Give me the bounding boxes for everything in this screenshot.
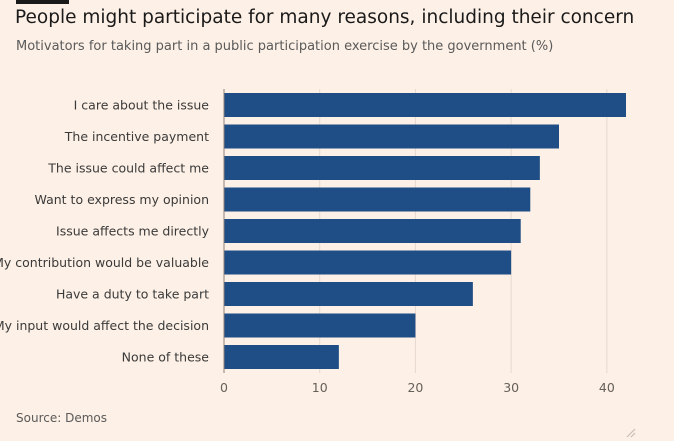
category-label: The incentive payment	[64, 129, 209, 144]
title-accent-rule	[16, 0, 69, 4]
category-label: Issue affects me directly	[56, 224, 210, 239]
chart-subtitle: Motivators for taking part in a public p…	[16, 39, 554, 54]
category-label: The issue could affect me	[47, 161, 209, 176]
x-tick-label: 0	[220, 380, 228, 395]
category-label: Have a duty to take part	[56, 287, 209, 302]
category-label: Want to express my opinion	[35, 192, 209, 207]
bar	[224, 250, 512, 275]
category-label: My contribution would be valuable	[0, 255, 209, 270]
source-note: Source: Demos	[16, 411, 107, 425]
x-tick-label: 20	[407, 380, 423, 395]
bar	[224, 187, 531, 212]
category-label: None of these	[122, 350, 210, 365]
bar	[224, 313, 416, 338]
resize-handle-icon[interactable]	[626, 428, 636, 438]
x-tick-label: 40	[599, 380, 615, 395]
category-label: My input would affect the decision	[0, 318, 209, 333]
bar	[224, 219, 521, 243]
x-tick-label: 10	[312, 380, 328, 395]
bar	[224, 124, 559, 149]
x-tick-label: 30	[503, 380, 519, 395]
bar	[224, 93, 626, 117]
bar	[224, 345, 339, 369]
category-label: I care about the issue	[74, 98, 210, 113]
chart-title: People might participate for many reason…	[15, 7, 635, 28]
bar	[224, 156, 540, 180]
bar	[224, 282, 473, 306]
